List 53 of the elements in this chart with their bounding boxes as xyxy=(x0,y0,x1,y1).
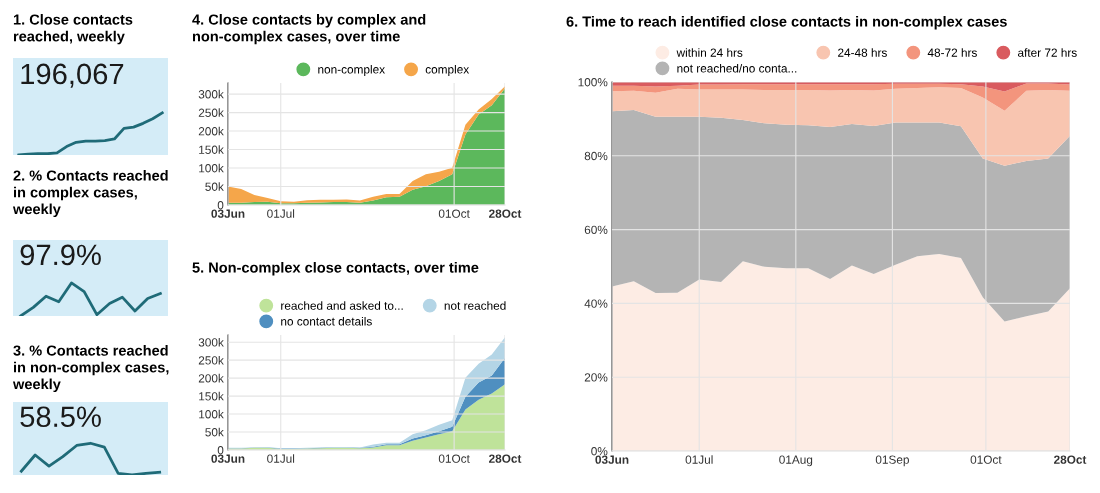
y-tick-label: 200k xyxy=(198,126,224,136)
legend-label: complex xyxy=(425,64,470,76)
x-tick-label: 28Oct xyxy=(489,209,522,218)
x-tick-label: 01Oct xyxy=(970,455,1002,464)
x-tick-label: 01Oct xyxy=(438,209,470,218)
x-tick-label: 01Jul xyxy=(267,209,295,218)
chart-title: 5. Non-complex close contacts, over time xyxy=(192,262,479,276)
legend-label: non-complex xyxy=(318,64,385,76)
x-tick-label: 01Sep xyxy=(875,455,909,467)
x-tick-label: 01Jul xyxy=(267,454,295,463)
chart-title: 1. Close contacts reached, weekly xyxy=(13,14,133,45)
x-tick-label: 03Jun xyxy=(211,209,245,218)
y-tick-label: 150k xyxy=(199,391,224,401)
y-tick-label: 100% xyxy=(578,78,608,87)
y-tick-label: 50k xyxy=(205,182,224,191)
y-tick-label: 250k xyxy=(198,355,224,365)
y-tick-label: 60% xyxy=(584,225,608,234)
x-tick-label: 28Oct xyxy=(1054,455,1087,464)
y-tick-label: 250k xyxy=(198,108,224,117)
y-tick-label: 50k xyxy=(205,427,224,437)
y-tick-label: 100k xyxy=(199,163,224,173)
x-tick-label: 03Jun xyxy=(595,455,629,464)
text: 196,067 xyxy=(21,63,124,88)
legend-label: after 72 hrs xyxy=(1017,48,1077,57)
legend-label: within 24 hrs xyxy=(676,48,743,57)
legend-label: no contact details xyxy=(281,316,372,326)
y-tick-label: 0 xyxy=(217,201,224,210)
y-tick-label: 80% xyxy=(584,151,608,161)
legend-label: reached and asked to... xyxy=(281,301,403,310)
chart-title: 2. % Contacts reached in complex cases, weekly xyxy=(12,170,168,218)
x-tick-label: 01Jul xyxy=(685,455,713,464)
chart-title: 6. Time to reach identified close contacts in non-complex cases xyxy=(566,16,1007,30)
x-tick-label: 28Oct xyxy=(489,454,522,463)
y-tick-label: 200k xyxy=(198,373,224,383)
y-tick-label: 0% xyxy=(591,447,608,456)
legend-label: 48-72 hrs xyxy=(927,48,977,57)
chart-title: 4. Close contacts by complex and non-complex cases, over time xyxy=(192,14,426,45)
y-tick-label: 40% xyxy=(584,299,608,308)
text: 58.5% xyxy=(20,406,101,428)
y-tick-label: 300k xyxy=(198,89,224,99)
y-tick-label: 300k xyxy=(198,337,224,347)
text: 97.9% xyxy=(20,244,101,266)
chart-title: 3. % Contacts reached in non-complex cases, weekly xyxy=(12,345,169,393)
y-tick-label: 0 xyxy=(217,446,224,455)
x-tick-label: 01Oct xyxy=(438,454,470,463)
x-tick-label: 03Jun xyxy=(211,454,245,463)
y-tick-label: 100k xyxy=(199,409,224,419)
x-tick-label: 01Aug xyxy=(779,455,813,467)
legend-label: 24-48 hrs xyxy=(838,48,887,57)
legend-label: not reached xyxy=(444,301,506,310)
legend-label: not reached/no conta... xyxy=(677,63,797,73)
y-tick-label: 150k xyxy=(199,145,224,154)
y-tick-label: 20% xyxy=(584,373,608,382)
